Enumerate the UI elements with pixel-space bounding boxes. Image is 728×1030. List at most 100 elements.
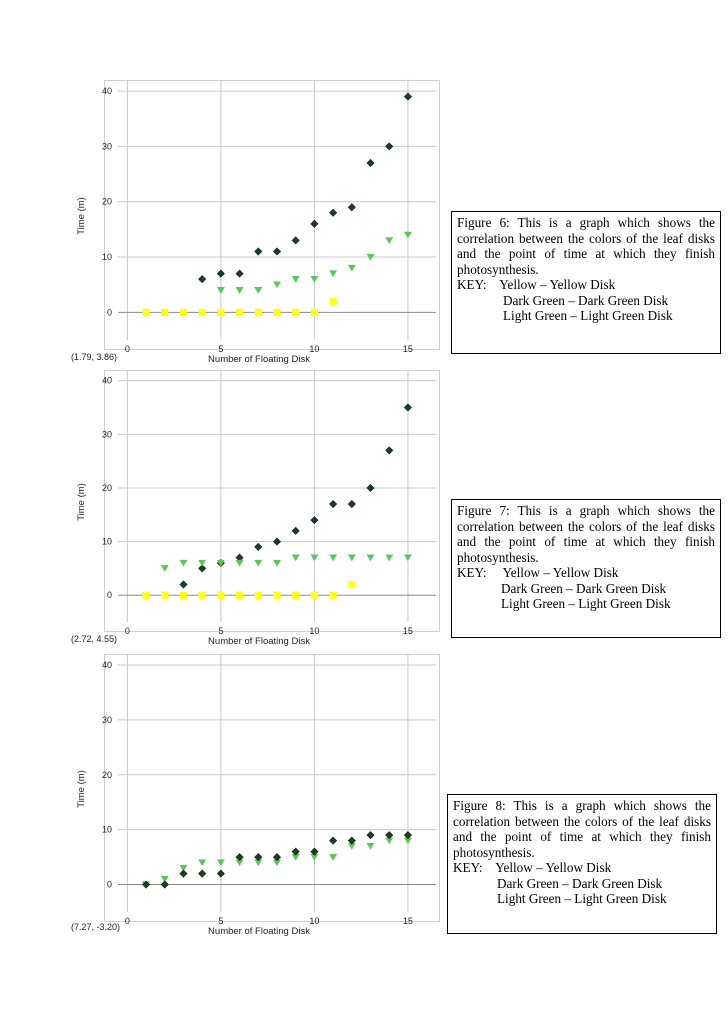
key-line: KEY: Yellow – Yellow Disk (457, 565, 715, 581)
data-point-dark-green-disk (198, 564, 207, 573)
data-point-light-green-disk (160, 875, 169, 883)
x-tick-label: 0 (125, 916, 130, 926)
data-point-light-green-disk (310, 853, 319, 861)
data-point-dark-green-disk (291, 847, 300, 856)
data-point-yellow-disk (217, 591, 225, 599)
key-item-dark-green: Dark Green – Dark Green Disk (497, 875, 663, 891)
data-point-dark-green-disk (403, 403, 412, 412)
data-point-dark-green-disk (385, 142, 394, 151)
x-tick-label: 15 (403, 344, 413, 354)
data-point-yellow-disk (310, 308, 319, 316)
y-tick-label: 10 (102, 537, 112, 547)
caption-description: Figure 6: This is a graph which shows th… (457, 215, 715, 277)
data-point-dark-green-disk (179, 869, 188, 878)
data-point-dark-green-disk (329, 208, 338, 217)
figure-6-caption: Figure 6: This is a graph which shows th… (451, 211, 721, 354)
figure-6-plot: 0 10 20 30 40 0 5 10 15 Number of Floating Disk Ti… (76, 80, 436, 365)
y-tick-label: 30 (102, 141, 112, 151)
data-point-yellow-disk (235, 591, 244, 599)
data-point-dark-green-disk (272, 247, 282, 256)
x-tick-label: 15 (403, 626, 413, 636)
data-point-light-green-disk (235, 559, 244, 567)
data-point-light-green-disk (329, 853, 338, 861)
data-point-light-green-disk (310, 275, 319, 283)
x-tick-label: 5 (218, 626, 223, 636)
data-point-light-green-disk (235, 859, 244, 867)
data-point-light-green-disk (347, 264, 356, 272)
x-tick-label: 10 (309, 916, 319, 926)
data-point-dark-green-disk (366, 483, 375, 492)
key-line: KEY: Yellow – Yellow Disk (457, 277, 715, 293)
y-tick-label: 20 (102, 197, 112, 207)
data-point-light-green-disk (273, 559, 281, 567)
figure-7-chart: 0 10 20 30 40 0 5 10 15 Number of Floating Disk Ti… (68, 368, 448, 650)
data-point-dark-green-disk (329, 500, 338, 509)
data-point-light-green-disk (160, 565, 169, 572)
data-point-yellow-disk (161, 591, 169, 599)
x-tick-label: 15 (403, 916, 413, 926)
x-tick-label: 0 (125, 626, 130, 636)
data-point-dark-green-disk (385, 446, 394, 455)
data-point-dark-green-disk (310, 516, 319, 525)
data-point-dark-green-disk (142, 880, 151, 889)
data-point-light-green-disk (254, 859, 263, 867)
plot-frame (104, 80, 440, 350)
y-tick-label: 0 (107, 880, 112, 890)
data-point-dark-green-disk (347, 203, 356, 212)
data-point-light-green-disk (291, 275, 300, 283)
data-point-light-green-disk (403, 554, 412, 562)
key-line: KEY: Yellow – Yellow Disk (453, 860, 711, 876)
data-point-dark-green-disk (160, 880, 169, 889)
x-axis-title: Number of Floating Disk (208, 354, 310, 365)
data-point-light-green-disk (254, 559, 263, 567)
y-axis-title: Time (m) (76, 770, 87, 808)
y-tick-label: 10 (102, 825, 112, 835)
data-point-light-green-disk (385, 237, 394, 245)
data-point-dark-green-disk (235, 853, 244, 862)
x-axis-title: Number of Floating Disk (208, 926, 310, 937)
data-point-dark-green-disk (291, 526, 300, 535)
data-point-light-green-disk (347, 554, 356, 562)
figure-8-chart: 0 10 20 30 40 0 5 10 15 Number of Floating Disk Ti… (68, 650, 448, 940)
data-point-yellow-disk (142, 591, 150, 599)
data-point-yellow-disk (142, 308, 150, 316)
data-point-dark-green-disk (347, 836, 356, 845)
data-point-yellow-disk (254, 308, 262, 316)
data-point-dark-green-disk (272, 537, 282, 546)
x-axis-title: Number of Floating Disk (208, 636, 310, 647)
data-point-light-green-disk (273, 859, 281, 867)
data-point-dark-green-disk (216, 269, 225, 278)
data-point-light-green-disk (403, 231, 412, 239)
data-point-yellow-disk (179, 308, 188, 316)
key-label: KEY: (453, 860, 483, 875)
key-item-dark-green: Dark Green – Dark Green Disk (503, 292, 669, 308)
data-point-light-green-disk (403, 837, 412, 845)
data-point-yellow-disk (273, 308, 281, 316)
data-point-light-green-disk (179, 864, 188, 872)
coordinate-readout: (2.72, 4.55) (71, 634, 118, 644)
data-point-dark-green-disk (235, 269, 244, 278)
y-tick-label: 0 (107, 307, 112, 317)
data-point-dark-green-disk (366, 158, 375, 168)
data-point-dark-green-disk (329, 836, 338, 845)
figure-8-plot: 0 10 20 30 40 0 5 10 15 Number of Floating Disk Ti… (76, 654, 436, 937)
data-point-light-green-disk (254, 287, 263, 294)
y-tick-label: 30 (102, 715, 112, 725)
data-point-light-green-disk (216, 559, 225, 567)
data-point-yellow-disk (329, 297, 337, 305)
data-point-yellow-disk (254, 591, 262, 599)
key-item-yellow: Yellow – Yellow Disk (495, 860, 612, 875)
data-point-dark-green-disk (254, 247, 263, 256)
key-label: KEY: (457, 277, 487, 292)
data-point-yellow-disk (310, 591, 319, 599)
data-point-light-green-disk (347, 842, 356, 850)
data-point-yellow-disk (179, 591, 188, 599)
data-point-dark-green-disk (272, 853, 282, 862)
data-point-dark-green-disk (310, 219, 319, 228)
data-point-yellow-disk (198, 591, 206, 599)
data-point-light-green-disk (385, 837, 394, 845)
y-tick-label: 30 (102, 429, 112, 439)
data-point-light-green-disk (291, 554, 300, 562)
data-point-light-green-disk (198, 559, 207, 567)
data-point-light-green-disk (329, 554, 338, 562)
